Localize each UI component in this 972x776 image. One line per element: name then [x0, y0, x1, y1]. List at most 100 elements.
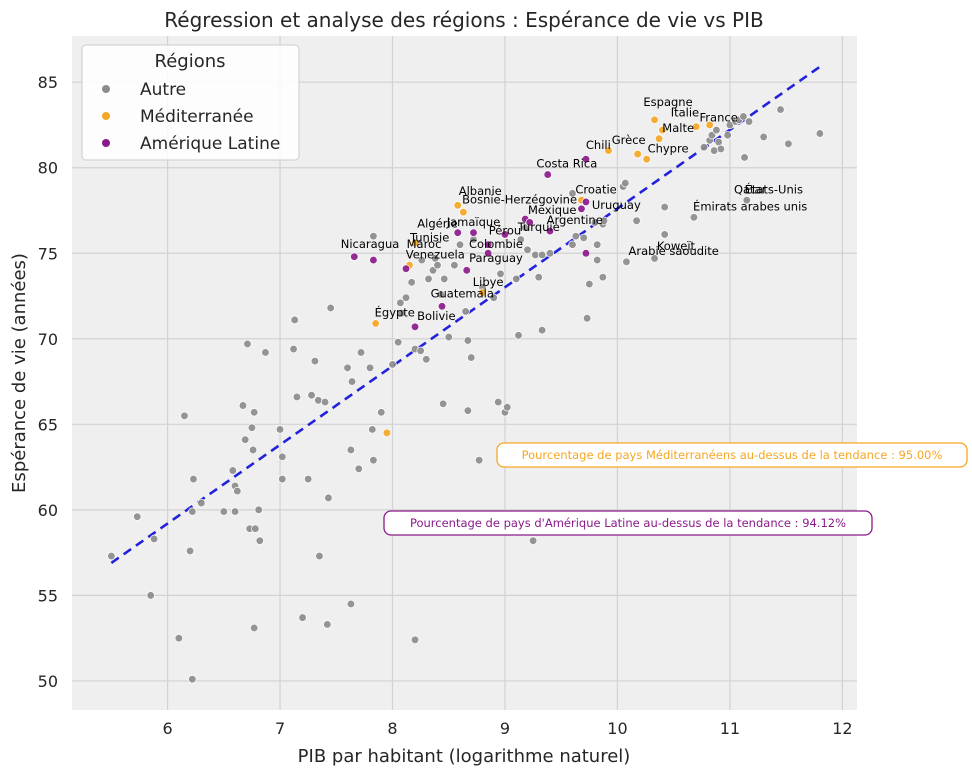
point-autre — [278, 474, 287, 484]
country-label: Turquie — [517, 220, 560, 234]
country-label: Bolivie — [417, 309, 455, 323]
point-mediterranee — [692, 122, 701, 131]
x-tick-label: 8 — [387, 719, 397, 738]
country-label: Koweït — [657, 239, 696, 253]
country-label: Colombie — [469, 237, 523, 251]
point-autre — [365, 363, 375, 373]
country-label: Maroc — [407, 237, 442, 251]
annotation-box-mediterranee-frame — [496, 442, 968, 468]
country-label: Grèce — [612, 133, 646, 147]
grid — [72, 36, 857, 710]
point-mediterranee — [705, 120, 714, 130]
point-autre — [396, 298, 405, 308]
country-label: Bosnie-Herzégovine — [462, 193, 577, 207]
country-label: Égypte — [375, 305, 415, 320]
country-label: Argentine — [547, 213, 603, 227]
x-ticks: 6 7 8 9 10 11 12 — [163, 719, 853, 738]
point-autre — [188, 675, 197, 684]
point-autre — [174, 634, 183, 643]
point-autre — [278, 452, 287, 461]
country-label: Italie — [671, 105, 699, 119]
point-autre — [712, 125, 721, 135]
point-autre — [369, 456, 378, 465]
point-autre — [417, 255, 426, 265]
point-amerique-latine — [543, 170, 552, 179]
point-autre — [416, 346, 425, 355]
point-autre — [346, 599, 356, 609]
point-autre — [433, 261, 442, 270]
legend-box — [81, 44, 300, 161]
point-autre — [397, 308, 406, 318]
point-amerique-latine — [350, 252, 359, 261]
point-autre — [149, 534, 159, 544]
point-autre — [740, 153, 749, 162]
legend: Régions Autre Méditerranée Amérique Lati… — [81, 44, 300, 161]
point-autre — [710, 146, 719, 155]
point-mediterranee — [478, 288, 487, 297]
point-autre — [250, 408, 259, 417]
point-autre — [197, 498, 206, 508]
country-label: Jamaïque — [446, 215, 501, 229]
country-label: Guatemala — [431, 287, 494, 301]
point-autre — [537, 250, 547, 260]
country-label: Paraguay — [469, 251, 523, 265]
x-tick-label: 7 — [275, 719, 285, 738]
country-label: Albanie — [459, 184, 502, 198]
point-autre — [571, 231, 580, 241]
country-label: Costa Rica — [536, 157, 597, 171]
country-label: Espagne — [643, 95, 692, 109]
point-mediterranee — [642, 155, 651, 164]
x-tick-label: 12 — [832, 719, 852, 738]
point-amerique-latine — [469, 228, 478, 237]
point-autre — [343, 363, 352, 373]
point-autre — [233, 486, 242, 496]
point-mediterranee — [453, 201, 462, 210]
point-autre — [585, 279, 594, 289]
point-autre — [512, 274, 521, 284]
point-autre — [723, 131, 732, 140]
point-amerique-latine — [462, 266, 471, 275]
point-autre — [598, 273, 607, 282]
country-label: Malte — [662, 121, 694, 135]
point-autre — [489, 293, 498, 302]
annotation-box-amerique-latine-frame — [383, 510, 873, 536]
y-tick-label: 50 — [38, 672, 58, 691]
x-tick-label: 9 — [500, 719, 510, 738]
point-autre — [243, 339, 252, 349]
point-autre — [537, 326, 547, 335]
country-label: Arabie saoudite — [629, 244, 719, 258]
point-autre — [324, 493, 333, 503]
point-autre — [146, 591, 155, 600]
legend-label-mediterranee: Méditerranée — [140, 107, 254, 127]
point-autre — [599, 216, 609, 225]
point-autre — [494, 397, 503, 407]
point-mediterranee — [459, 208, 468, 217]
point-amerique-latine — [581, 197, 591, 207]
point-autre — [133, 512, 142, 521]
annotation-amerique-latine-text: Pourcentage de pays d'Amérique Latine au… — [410, 516, 846, 530]
y-tick-label: 55 — [38, 586, 58, 605]
point-mediterranee — [654, 134, 664, 143]
point-autre — [689, 213, 699, 222]
point-autre — [326, 303, 335, 313]
point-autre — [189, 474, 198, 484]
y-tick-label: 65 — [38, 415, 58, 434]
y-tick-label: 80 — [38, 159, 58, 178]
point-mediterranee — [604, 146, 613, 155]
point-autre — [776, 105, 785, 114]
point-autre — [699, 143, 709, 152]
point-autre — [298, 613, 307, 622]
point-autre — [248, 445, 258, 455]
point-autre — [188, 507, 197, 516]
point-autre — [289, 344, 298, 354]
point-autre — [292, 392, 302, 402]
point-autre — [241, 435, 250, 444]
point-amerique-latine — [437, 302, 447, 311]
point-autre — [744, 117, 754, 126]
annotation-mediterranee-text: Pourcentage de pays Méditerranéens au-de… — [522, 448, 943, 462]
country-label: Nicaragua — [341, 237, 400, 251]
point-mediterranee — [658, 125, 667, 135]
point-autre — [377, 408, 386, 417]
point-mediterranee — [633, 149, 642, 159]
